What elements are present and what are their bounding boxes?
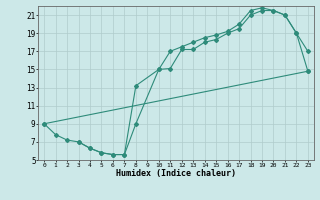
X-axis label: Humidex (Indice chaleur): Humidex (Indice chaleur) [116,169,236,178]
